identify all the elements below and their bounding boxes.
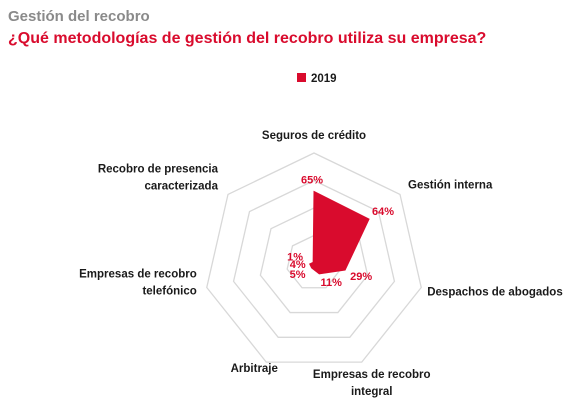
- legend: 2019: [297, 73, 337, 85]
- axis-label: Seguros de crédito: [262, 130, 366, 142]
- value-label: 5%: [290, 269, 306, 281]
- value-labels: 65% 64% 29% 11% 5%4%1%: [287, 175, 394, 289]
- series-area-2019: [309, 190, 370, 275]
- value-label: 65%: [301, 175, 323, 187]
- value-label: 11%: [321, 277, 343, 289]
- legend-label: 2019: [311, 73, 337, 85]
- axis-label: Recobro de presencia caracterizada: [98, 163, 219, 192]
- chart-header: Gestión del recobro ¿Qué metodologías de…: [8, 8, 486, 49]
- grid-ring: [206, 152, 422, 363]
- value-label: 64%: [372, 206, 394, 218]
- radar-series: [309, 190, 370, 275]
- value-label: 29%: [350, 271, 372, 283]
- axis-label: Despachos de abogados: [427, 286, 562, 298]
- axis-label: Arbitraje: [231, 363, 278, 375]
- section-kicker: Gestión del recobro: [8, 8, 150, 25]
- axis-label: Empresas de recobro telefónico: [79, 268, 197, 297]
- chart-title: ¿Qué metodologías de gestión del recobro…: [8, 30, 487, 47]
- value-label: 1%: [287, 251, 303, 263]
- grid-ring: [232, 179, 396, 338]
- axis-labels: Seguros de crédito Gestión interna Despach…: [79, 130, 563, 398]
- axis-label: Gestión interna: [408, 179, 493, 191]
- legend-swatch: [297, 73, 306, 82]
- axis-label: Empresas de recobro integral: [313, 369, 431, 398]
- value-label: 4%: [290, 259, 306, 271]
